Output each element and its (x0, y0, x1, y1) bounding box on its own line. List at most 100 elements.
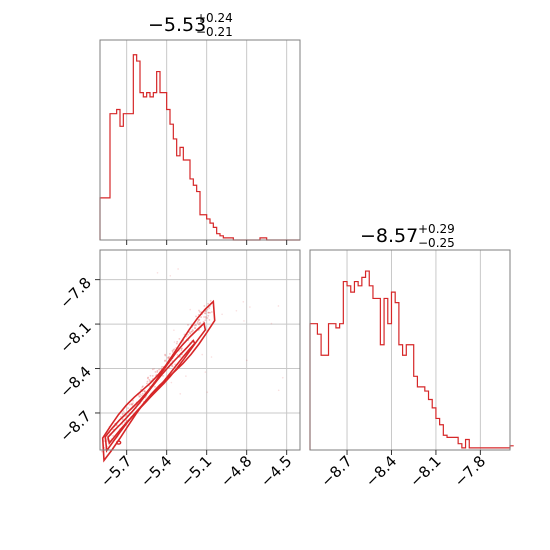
scatter-point (132, 402, 134, 405)
scatter-point (199, 322, 201, 325)
scatter-point (207, 302, 210, 305)
scatter-point (198, 309, 200, 312)
scatter-point (168, 356, 171, 359)
scatter-point (172, 351, 174, 353)
scatter-point (151, 368, 154, 371)
x-tick-label: −8.7 (317, 452, 355, 490)
scatter-point (164, 359, 167, 362)
scatter-point (181, 347, 183, 350)
scatter-point (179, 356, 182, 358)
scatter-point (164, 353, 166, 356)
scatter-point (138, 395, 141, 398)
scatter-point (166, 356, 169, 359)
scatter-point (164, 360, 166, 362)
scatter-point (198, 319, 200, 321)
scatter-point (149, 380, 151, 383)
scatter-point (196, 322, 199, 325)
scatter-point (154, 371, 157, 373)
scatter-point (194, 327, 197, 329)
scatter-point (121, 412, 124, 415)
scatter-point (204, 319, 207, 321)
scatter-point (144, 390, 146, 392)
title-top-median: −5.53 (148, 14, 206, 36)
scatter-point (130, 403, 133, 406)
scatter-point (172, 349, 175, 351)
scatter-point (209, 299, 212, 302)
scatter-point (175, 342, 178, 345)
scatter-point (206, 391, 209, 393)
scatter-point (221, 313, 223, 316)
scatter-point (242, 300, 245, 303)
x-tick-label: −7.8 (451, 452, 489, 490)
scatter-point (243, 320, 245, 322)
scatter-point (190, 330, 193, 333)
scatter-point (101, 450, 104, 453)
title-right-median: −8.57 (360, 225, 418, 247)
scatter-point (208, 319, 211, 321)
scatter-point (245, 359, 248, 362)
scatter-point (164, 354, 167, 357)
x-tick-label: −5.1 (177, 452, 215, 490)
scatter-point (103, 440, 106, 443)
scatter-point (199, 321, 201, 324)
frame-top (99, 39, 301, 241)
scatter-point (171, 365, 174, 368)
scatter-point (122, 410, 125, 413)
scatter-point (119, 415, 122, 418)
y-tick-label: −8.1 (56, 318, 94, 356)
scatter-point (204, 312, 207, 315)
scatter-point (151, 374, 154, 377)
scatter-point (148, 378, 151, 381)
scatter-point (197, 320, 199, 323)
scatter-point (168, 352, 171, 355)
scatter-point (197, 323, 200, 326)
title-right-upper: +0.29 (418, 222, 455, 236)
scatter-point (277, 389, 280, 392)
scatter-point (115, 424, 118, 427)
scatter-point (205, 317, 207, 319)
scatter-point (203, 312, 206, 314)
scatter-point (158, 368, 161, 371)
scatter-point (191, 330, 193, 333)
scatter-point (210, 356, 213, 358)
scatter-point (153, 368, 156, 370)
scatter-point (206, 317, 209, 319)
y-tick-label: −8.4 (56, 363, 94, 401)
x-tick-label: −4.5 (257, 452, 295, 490)
scatter-point (199, 311, 201, 313)
frame-right (309, 249, 511, 451)
scatter-point (192, 329, 194, 332)
scatter-point (128, 403, 131, 406)
scatter-point (197, 319, 200, 321)
scatter-point (156, 371, 159, 373)
scatter-point (141, 386, 144, 389)
scatter-point (171, 349, 174, 352)
scatter-point (173, 329, 175, 331)
title-top-upper: +0.24 (196, 11, 233, 25)
contour-level (107, 339, 196, 446)
scatter-point (174, 363, 177, 366)
frame-contour (99, 249, 301, 451)
contour-island (115, 440, 122, 445)
scatter-point (193, 327, 196, 329)
scatter-point (140, 394, 143, 397)
scatter-point (198, 323, 201, 326)
yticks-contour: −7.8 −8.1 −8.4 −8.7 (56, 274, 100, 446)
scatter-point (154, 385, 156, 388)
scatter-point (170, 381, 173, 384)
panel-hist-top: −5.53 +0.24 −0.21 (99, 11, 301, 245)
scatter-point (146, 382, 148, 385)
scatter-point (209, 311, 211, 314)
scatter-point (141, 392, 144, 395)
scatter-point (210, 311, 213, 313)
scatter-point (127, 407, 130, 410)
scatter-point (277, 305, 280, 307)
grid-top (126, 40, 288, 240)
scatter-point (170, 364, 173, 367)
scatter-point (207, 311, 210, 314)
scatter-point (112, 434, 115, 437)
scatter-point (130, 402, 133, 405)
scatter-point (132, 399, 134, 402)
title-top-lower: −0.21 (196, 25, 233, 39)
scatter-point (173, 348, 176, 351)
